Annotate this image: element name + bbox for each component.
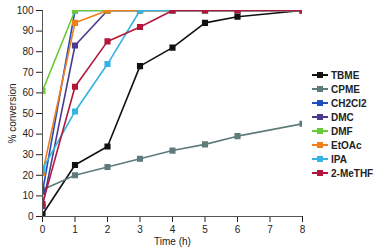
svg-text:7: 7 — [267, 224, 273, 235]
svg-text:6: 6 — [235, 224, 241, 235]
svg-text:% conversion: % conversion — [7, 83, 18, 143]
svg-text:0: 0 — [28, 211, 34, 222]
svg-text:20: 20 — [22, 170, 34, 181]
svg-text:4: 4 — [170, 224, 176, 235]
svg-text:40: 40 — [22, 128, 34, 139]
html-text:IPA: IPA — [331, 153, 347, 165]
svg-text:60: 60 — [22, 87, 34, 98]
svg-text:90: 90 — [22, 25, 34, 36]
svg-text:10: 10 — [22, 190, 34, 201]
html-text:DMC: DMC — [331, 111, 354, 123]
html-text:TBME: TBME — [331, 69, 360, 81]
svg-text:8: 8 — [300, 224, 306, 235]
html-text:2-MeTHF: 2-MeTHF — [331, 167, 374, 179]
svg-text:2: 2 — [105, 224, 111, 235]
html-text:EtOAc: EtOAc — [331, 139, 362, 151]
svg-text:70: 70 — [22, 67, 34, 78]
svg-text:50: 50 — [22, 108, 34, 119]
svg-text:30: 30 — [22, 149, 34, 160]
svg-text:80: 80 — [22, 46, 34, 57]
html-text:DMF: DMF — [331, 125, 353, 137]
svg-text:5: 5 — [202, 224, 208, 235]
html-text:CH2Cl2: CH2Cl2 — [331, 97, 367, 109]
svg-text:Time (h): Time (h) — [154, 236, 191, 247]
svg-text:100: 100 — [17, 5, 34, 16]
html-text:CPME: CPME — [331, 83, 360, 95]
svg-text:1: 1 — [72, 224, 78, 235]
svg-text:0: 0 — [40, 224, 46, 235]
svg-text:3: 3 — [137, 224, 143, 235]
